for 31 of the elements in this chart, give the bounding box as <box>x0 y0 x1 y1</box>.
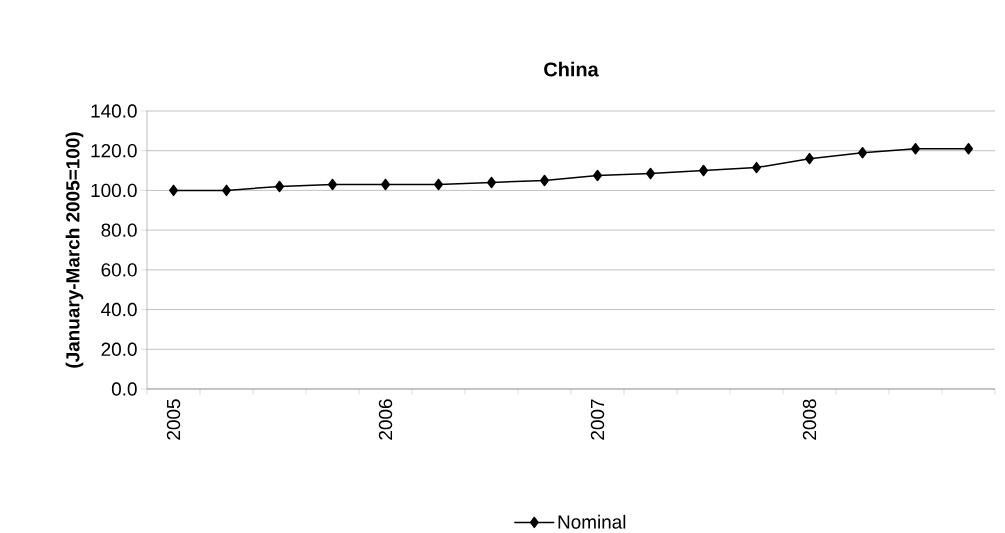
chart-title: China <box>544 61 599 77</box>
point <box>699 164 709 177</box>
x-tick-label: 2008 <box>802 399 817 440</box>
y-tick-label: 80.0 <box>101 223 137 237</box>
point <box>487 176 497 189</box>
point <box>275 180 285 193</box>
y-axis-title: (January-March 2005=100) <box>65 132 84 368</box>
point <box>434 178 444 191</box>
x-tick-label: 2006 <box>378 399 393 440</box>
y-tick-label: 140.0 <box>91 104 137 118</box>
y-tick-label: 60.0 <box>101 263 137 277</box>
point <box>169 184 179 197</box>
point <box>381 178 391 191</box>
point <box>222 184 232 197</box>
y-tick-label: 40.0 <box>101 302 137 317</box>
x-tick-label: 2005 <box>166 399 181 440</box>
x-tick-label: 2007 <box>590 399 605 440</box>
point <box>593 169 603 182</box>
point <box>328 178 338 191</box>
y-tick-label: 100.0 <box>91 183 137 198</box>
point <box>964 142 974 155</box>
point <box>911 142 921 155</box>
point <box>858 146 868 159</box>
y-tick-label: 20.0 <box>101 342 137 356</box>
point <box>646 167 656 180</box>
y-tick-label: 0.0 <box>111 382 137 396</box>
y-tick-label: 120.0 <box>91 144 137 158</box>
point <box>752 161 762 174</box>
legend-label: Nominal <box>558 514 626 529</box>
point <box>540 174 550 187</box>
point <box>805 152 815 165</box>
